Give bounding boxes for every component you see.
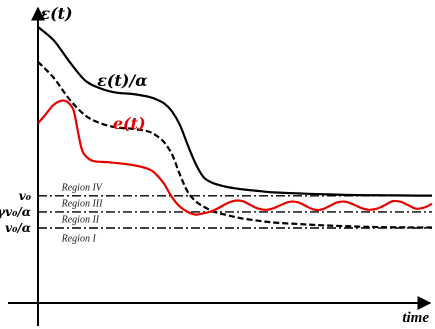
region-label-1: Region IV [61,182,104,193]
y-tick-label-1: v₀ [19,189,32,203]
series-line-3 [37,99,433,216]
series-lines [37,26,433,229]
series-label-2: ε(t)/α [97,71,147,90]
x-axis-label: time [402,310,429,326]
series-labels: ε(t) ε(t)/α e(t) [40,4,147,133]
region-labels: Region IV Region III Region II Region I [61,182,104,244]
region-label-3: Region II [61,215,100,226]
series-line-2 [37,61,432,229]
region-label-2: Region III [61,199,103,210]
series-label-1: ε(t) [40,4,72,23]
series-label-3: e(t) [113,114,146,133]
y-tick-label-2: γv₀/α [0,205,31,219]
region-label-4: Region I [61,233,97,244]
y-tick-label-3: v₀/α [5,221,31,235]
y-tick-labels: v₀ γv₀/α v₀/α [0,189,32,235]
series-line-1 [37,26,432,197]
